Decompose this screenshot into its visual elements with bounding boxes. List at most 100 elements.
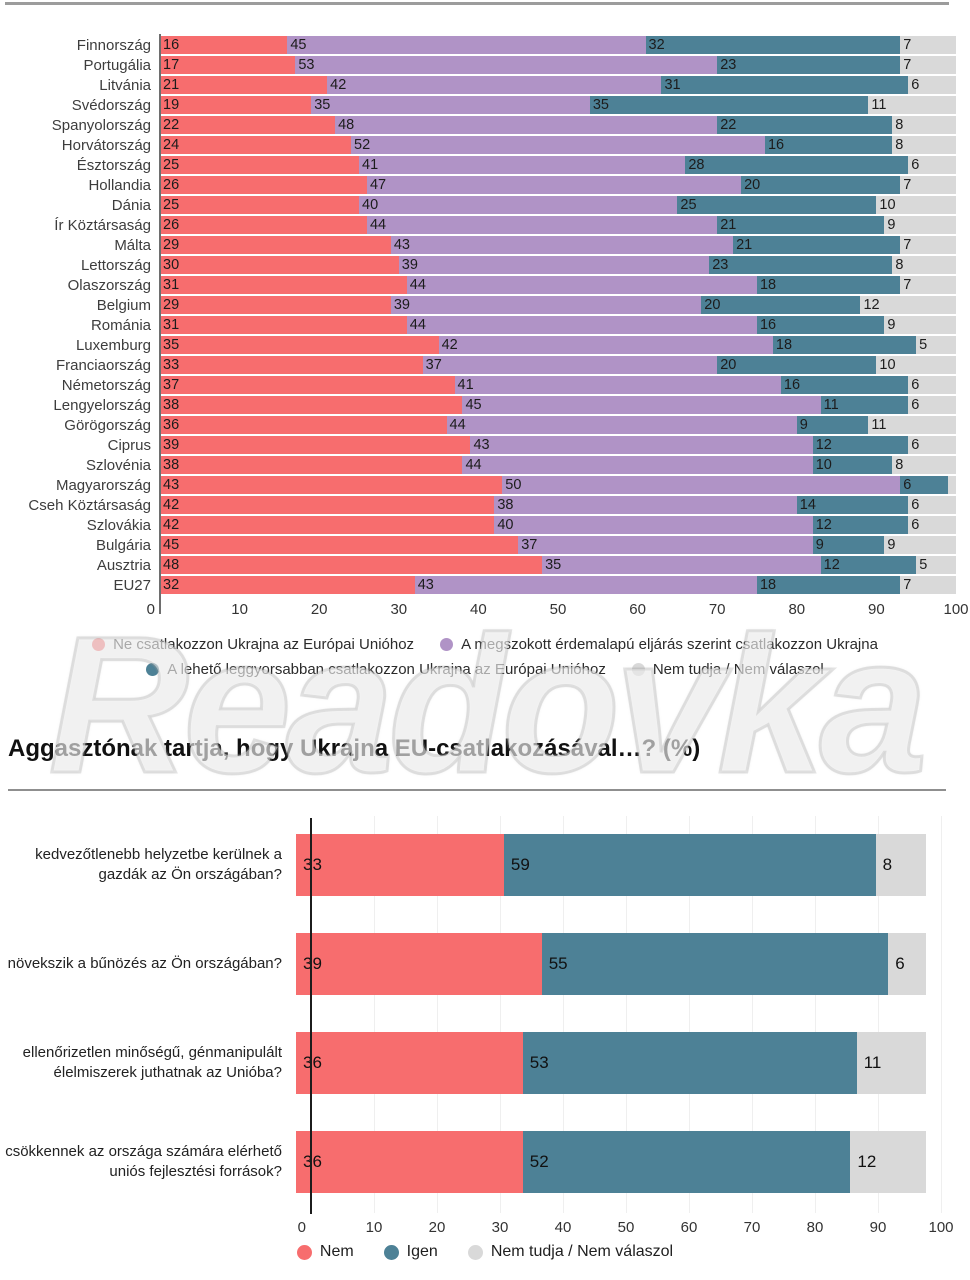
- value-label: 37: [163, 377, 180, 393]
- gridline: [500, 816, 501, 1213]
- bar-segment-4: 5: [916, 336, 956, 354]
- bar-segment-4: 7: [900, 276, 956, 294]
- chart2-axis-line: [310, 818, 312, 1214]
- bar-segment-4: 6: [908, 376, 956, 394]
- axis-tick-label: 20: [428, 1219, 446, 1236]
- bar-segment-4: 11: [868, 416, 956, 434]
- bar-segment-3: 6: [900, 476, 949, 494]
- axis-tick-label: 60: [629, 601, 646, 618]
- value-label: 12: [863, 297, 880, 313]
- legend-dot: [467, 1244, 483, 1260]
- bar-row: Szlovákia 42 40 12 6: [0, 516, 956, 536]
- bar-row: Németország 37 41 16 6: [0, 376, 956, 396]
- bar-segment-1: 16: [160, 36, 288, 54]
- axis-tick-label: 90: [868, 601, 885, 618]
- axis-tick-label: 30: [390, 601, 408, 618]
- value-label: 42: [163, 497, 180, 513]
- value-label: 42: [441, 337, 458, 353]
- legend-item-label: Nem tudja / Nem válaszol: [652, 661, 824, 678]
- value-label: 16: [759, 317, 777, 333]
- legend-line: Nem Igen Nem tudja / Nem válaszol: [0, 1243, 970, 1261]
- category-label: Ciprus: [107, 437, 151, 454]
- legend-item-label: Nem tudja / Nem válaszol: [490, 1243, 674, 1260]
- stacked-bar: 35 42 18 5: [160, 336, 956, 354]
- value-label: 53: [298, 57, 315, 73]
- value-label: 6: [903, 477, 912, 493]
- axis-tick-label: 80: [806, 1219, 824, 1236]
- bar-segment-2: 44: [446, 416, 797, 434]
- bar-segment-2: 44: [462, 456, 813, 474]
- bar-row: Magyarország 43 50 6: [0, 476, 956, 496]
- value-label: 40: [497, 517, 514, 533]
- bar-segment-3: 21: [717, 216, 885, 234]
- bar-segment-2: 53: [295, 56, 718, 74]
- bar-segment-1: 17: [160, 56, 296, 74]
- bar-segment-1: 31: [160, 316, 407, 334]
- axis-tick-label: 40: [554, 1219, 572, 1236]
- axis-tick-label: 70: [708, 601, 726, 618]
- bar-row: csökkennek az országa számára elérhető u…: [0, 1112, 941, 1211]
- value-label: 43: [473, 437, 490, 453]
- legend-item: Nem tudja / Nem válaszol: [631, 661, 824, 678]
- category-label: Magyarország: [55, 477, 151, 494]
- value-label: 35: [314, 97, 331, 113]
- bar-segment-4: 7: [900, 236, 956, 254]
- category-label: Horvátország: [61, 137, 151, 154]
- value-label: 5: [919, 337, 928, 353]
- value-label: 40: [362, 197, 379, 213]
- bar-segment-2: 41: [454, 376, 781, 394]
- category-label: Franciaország: [55, 357, 151, 374]
- value-label: 45: [163, 537, 180, 553]
- bar-segment-3: 20: [701, 296, 861, 314]
- value-label: 52: [354, 137, 371, 153]
- stacked-bar: 30 39 23 8: [160, 256, 956, 274]
- bar-segment-1: 42: [160, 516, 495, 534]
- bar-segment-4: 6: [908, 396, 956, 414]
- bar-row: Cseh Köztársaság 42 38 14 6: [0, 496, 956, 516]
- legend-item: A megszokott érdemalapú eljárás szerint …: [440, 636, 878, 653]
- bar-segment-1: 26: [160, 216, 367, 234]
- bar-segment-3: 10: [812, 456, 893, 474]
- value-label: 7: [903, 237, 912, 253]
- value-label: 44: [409, 317, 426, 333]
- bar-segment-3: 22: [717, 116, 893, 134]
- stacked-bar: 45 37 9 9: [160, 536, 956, 554]
- value-label: 43: [417, 577, 434, 593]
- stacked-bar: 24 52 16 8: [160, 136, 956, 154]
- chart2-gridlines: [311, 816, 942, 1213]
- value-label: 39: [393, 297, 410, 313]
- bar-row: Luxemburg 35 42 18 5: [0, 336, 956, 356]
- category-label: kedvezőtlenebb helyzetbe kerülnek a gazd…: [35, 846, 282, 883]
- value-label: 8: [895, 117, 904, 133]
- legend-item-label: Igen: [406, 1243, 438, 1260]
- value-label: 32: [648, 37, 665, 53]
- value-label: 8: [895, 137, 904, 153]
- bar-segment-4: 7: [900, 56, 956, 74]
- category-label: növekszik a bűnözés az Ön országában?: [7, 954, 282, 972]
- value-label: 11: [871, 417, 887, 433]
- value-label: 43: [393, 237, 410, 253]
- bar-segment-3: 28: [685, 156, 909, 174]
- bar-row: ellenőrizetlen minőségű, génmanipulált é…: [0, 1013, 941, 1112]
- stacked-bar: 19 35 35 11: [160, 96, 956, 114]
- bar-segment-1: 37: [160, 376, 455, 394]
- bar-segment-4: 7: [900, 36, 956, 54]
- axis-tick-label: 100: [928, 1219, 954, 1236]
- axis-tick-label: 60: [680, 1219, 698, 1236]
- bar-segment-2: 42: [327, 76, 662, 94]
- legend-item: A lehető leggyorsabban csatlakozzon Ukra…: [146, 661, 606, 678]
- country-stacked-bar-chart: Finnország 16 45 32 7 Portugália 17 53 23 7 Litván…: [0, 36, 956, 596]
- category-label: Románia: [90, 317, 151, 334]
- bar-segment-1: 35: [160, 336, 439, 354]
- value-label: 20: [744, 177, 761, 193]
- value-label: 59: [510, 854, 530, 874]
- value-label: 41: [457, 377, 474, 393]
- value-label: 44: [449, 417, 466, 433]
- value-label: 23: [720, 57, 737, 73]
- chart1-legend: Ne csatlakozzon Ukrajna az Európai Unióh…: [0, 636, 970, 686]
- bar-segment-2: 45: [287, 36, 646, 54]
- gridline: [563, 816, 564, 1213]
- axis-tick-label: 80: [788, 601, 806, 618]
- category-label: Cseh Köztársaság: [28, 497, 151, 514]
- stacked-bar: 26 44 21 9: [160, 216, 956, 234]
